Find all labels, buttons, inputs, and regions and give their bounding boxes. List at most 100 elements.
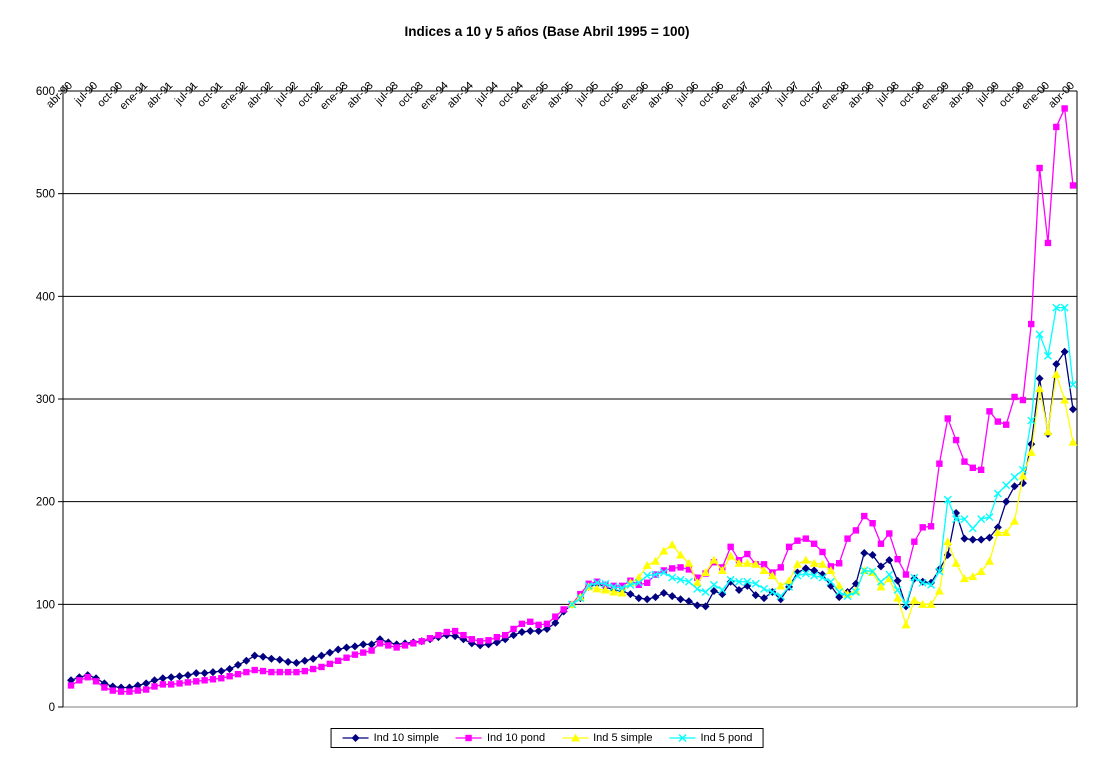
diamond-marker <box>1052 360 1061 369</box>
x-legend-icon <box>669 734 696 742</box>
square-marker <box>977 466 985 474</box>
x-tick-label: jul-93 <box>373 80 401 108</box>
x-tick-label: ene-91 <box>118 80 151 113</box>
x-marker <box>935 567 944 576</box>
diamond-marker <box>267 654 276 663</box>
square-marker <box>485 637 492 644</box>
triangle-marker <box>1018 471 1028 480</box>
square-marker <box>911 538 918 545</box>
square-marker <box>385 642 392 649</box>
triangle-marker <box>1035 384 1045 393</box>
triangle-marker <box>1001 527 1011 536</box>
x-tick-label: jul-95 <box>573 80 601 108</box>
diamond-marker <box>242 656 251 665</box>
x-marker <box>609 582 618 591</box>
diamond-marker <box>684 597 693 606</box>
x-marker <box>626 580 635 589</box>
diamond-marker <box>292 658 301 667</box>
triangle-marker <box>726 551 736 560</box>
diamond-marker <box>367 640 376 649</box>
x-tick-label: jul-99 <box>974 80 1002 108</box>
diamond-marker <box>751 591 760 600</box>
square-marker <box>151 683 158 690</box>
x-marker <box>643 571 652 580</box>
x-marker <box>985 513 994 522</box>
triangle-marker <box>934 586 944 595</box>
square-marker <box>986 408 993 415</box>
diamond-marker <box>735 585 743 594</box>
diamond-marker <box>250 651 259 660</box>
x-marker <box>826 577 835 586</box>
square-marker <box>451 627 459 635</box>
x-marker <box>977 515 986 524</box>
triangle-marker <box>1026 447 1036 456</box>
square-marker <box>134 687 141 694</box>
diamond-marker <box>275 655 284 664</box>
diamond-marker <box>968 535 977 544</box>
x-marker <box>801 569 810 578</box>
diamond-marker <box>175 672 184 681</box>
square-marker <box>1053 123 1060 131</box>
gridlines <box>63 90 1077 708</box>
diamond-marker <box>200 669 209 678</box>
square-marker <box>552 613 559 620</box>
square-marker <box>685 566 693 573</box>
square-marker <box>168 681 175 688</box>
square-marker <box>694 574 701 581</box>
square-marker <box>201 677 208 684</box>
x-tick-label: ene-93 <box>318 80 351 113</box>
diamond-legend-icon <box>342 734 369 742</box>
triangle-marker <box>651 556 660 565</box>
triangle-marker <box>834 581 844 590</box>
square-marker <box>819 548 826 556</box>
square-marker <box>1003 421 1010 428</box>
x-marker <box>851 588 860 597</box>
triangle-marker <box>1068 437 1078 446</box>
square-marker <box>360 649 367 656</box>
square-marker <box>894 555 901 563</box>
x-tick-label: jul-92 <box>272 80 300 108</box>
x-marker <box>927 580 936 589</box>
diamond-marker <box>643 595 652 604</box>
x-marker <box>1018 465 1027 474</box>
square-marker <box>243 668 250 676</box>
x-marker <box>835 588 844 597</box>
square-marker <box>209 676 217 683</box>
x-marker <box>1052 303 1061 312</box>
square-marker <box>301 667 308 675</box>
triangle-marker <box>909 595 919 604</box>
x-tick-label: jul-98 <box>874 80 902 108</box>
x-marker <box>893 585 902 594</box>
diamond-marker <box>309 654 318 663</box>
square-marker <box>936 460 943 467</box>
square-marker <box>393 644 400 651</box>
triangle-marker <box>993 527 1003 536</box>
square-marker <box>1036 164 1043 172</box>
diamond-marker <box>509 631 518 640</box>
x-tick-label: jul-90 <box>72 80 100 108</box>
square-marker <box>886 530 893 537</box>
square-marker <box>435 631 442 639</box>
x-marker <box>693 584 702 593</box>
triangle-marker <box>592 584 602 593</box>
square-marker <box>326 660 334 668</box>
diamond-marker <box>960 534 969 543</box>
x-marker <box>960 515 969 524</box>
square-marker <box>535 621 542 629</box>
y-tick-label: 300 <box>36 394 55 406</box>
square-marker <box>184 679 192 686</box>
x-marker <box>910 573 919 582</box>
diamond-marker <box>760 594 769 603</box>
triangle-marker <box>943 537 953 546</box>
square-marker <box>602 581 609 589</box>
square-marker <box>318 663 325 671</box>
square-marker <box>802 535 809 542</box>
square-marker <box>560 606 567 613</box>
x-marker <box>1010 473 1019 482</box>
square-marker <box>777 564 784 571</box>
x-marker <box>952 515 961 524</box>
x-tick-label: abr-96 <box>645 80 676 111</box>
square-marker <box>193 678 200 685</box>
square-marker <box>727 543 734 551</box>
